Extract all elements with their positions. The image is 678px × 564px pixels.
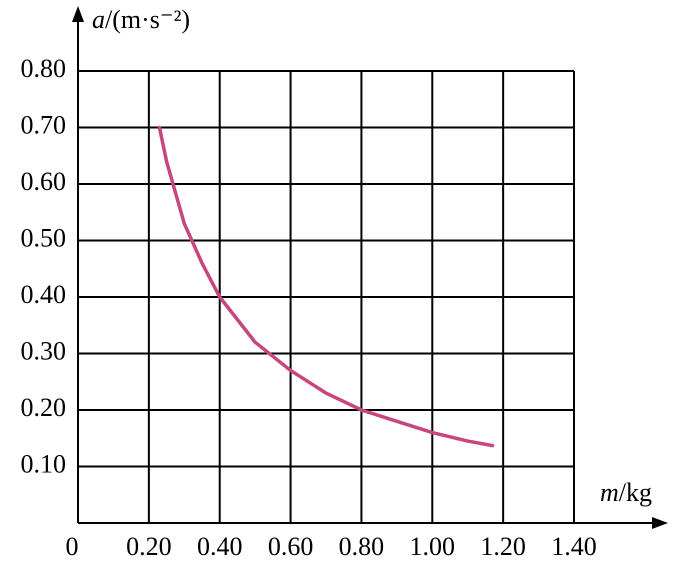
curve — [157, 125, 495, 448]
x-tick-label: 1.20 — [480, 532, 526, 561]
y-axis-label: a/(m·s⁻²) — [92, 5, 190, 34]
y-tick-label: 0.70 — [21, 110, 67, 139]
x-axis-label: m/kg — [600, 478, 652, 507]
x-label-var: m — [600, 478, 619, 507]
x-tick-label: 0.20 — [126, 532, 172, 561]
x-arrow — [652, 517, 668, 529]
x-tick-label: 0.60 — [268, 532, 314, 561]
x-tick-label: 1.40 — [551, 532, 597, 561]
x-tick-label: 1.00 — [410, 532, 456, 561]
x-tick-label: 0.80 — [339, 532, 385, 561]
y-label-unit: /(m·s⁻²) — [105, 5, 190, 34]
x-tick-label: 0 — [66, 532, 79, 561]
y-tick-label: 0.40 — [21, 280, 67, 309]
y-tick-label: 0.80 — [21, 54, 67, 83]
y-tick-label: 0.10 — [21, 449, 67, 478]
y-tick-label: 0.30 — [21, 336, 67, 365]
y-arrow — [72, 6, 84, 22]
y-tick-label: 0.60 — [21, 167, 67, 196]
y-tick-label: 0.50 — [21, 223, 67, 252]
y-tick-label: 0.20 — [21, 393, 67, 422]
x-label-unit: /kg — [619, 478, 652, 507]
x-tick-label: 0.40 — [197, 532, 243, 561]
y-label-var: a — [92, 5, 105, 34]
